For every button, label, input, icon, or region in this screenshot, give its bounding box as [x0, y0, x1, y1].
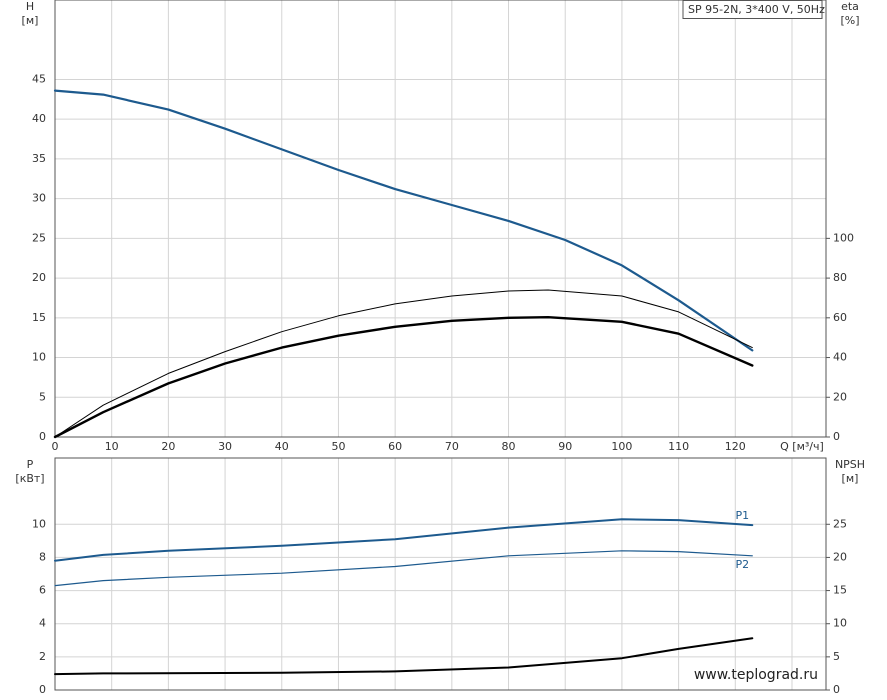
y2-tick-label: 0 [833, 430, 840, 443]
y2-tick-label: 5 [833, 650, 840, 663]
y2-tick-label: 40 [833, 351, 847, 364]
x-tick-label: Q [м³/ч] [780, 440, 824, 453]
y-tick-label: 2 [39, 650, 46, 663]
x-tick-label: 100 [611, 440, 632, 453]
y2-tick-label: 15 [833, 584, 847, 597]
series-label: P2 [735, 558, 749, 571]
x-tick-label: 80 [502, 440, 516, 453]
y2-tick-label: 80 [833, 271, 847, 284]
y-axis-label: H [26, 0, 34, 13]
curve [53, 89, 754, 352]
x-tick-label: 120 [725, 440, 746, 453]
y2-tick-label: 100 [833, 231, 854, 244]
y-tick-label: 4 [39, 617, 46, 630]
curve [54, 518, 754, 562]
x-tick-label: 20 [161, 440, 175, 453]
y-tick-label: 5 [39, 390, 46, 403]
y2-axis-unit: [%] [840, 14, 859, 27]
y-tick-label: 15 [32, 311, 46, 324]
y-tick-label: 8 [39, 550, 46, 563]
y-tick-label: 10 [32, 351, 46, 364]
x-tick-label: 40 [275, 440, 289, 453]
y2-tick-label: 25 [833, 517, 847, 530]
y2-axis-label: eta [841, 0, 859, 13]
y-tick-label: 45 [32, 72, 46, 85]
y-tick-label: 10 [32, 517, 46, 530]
chart-title: SP 95-2N, 3*400 V, 50Hz [688, 3, 825, 16]
y2-tick-label: 10 [833, 617, 847, 630]
y-axis-unit: [м] [22, 14, 39, 27]
y-tick-label: 20 [32, 271, 46, 284]
curve [54, 637, 754, 676]
title-box [682, 0, 823, 19]
y-tick-label: 25 [32, 231, 46, 244]
y2-tick-label: 60 [833, 311, 847, 324]
y-axis-unit: [кВт] [15, 472, 44, 485]
plot-frame [54, 457, 827, 691]
y2-tick-label: 20 [833, 550, 847, 563]
y-tick-label: 0 [39, 683, 46, 696]
x-tick-label: 90 [558, 440, 572, 453]
y-tick-label: 35 [32, 152, 46, 165]
y-tick-label: 30 [32, 192, 46, 205]
x-tick-label: 30 [218, 440, 232, 453]
curve [54, 289, 753, 438]
curve [54, 550, 753, 587]
y2-axis-unit: [м] [842, 472, 859, 485]
x-tick-label: 10 [105, 440, 119, 453]
x-tick-label: 50 [331, 440, 345, 453]
x-tick-label: 70 [445, 440, 459, 453]
x-tick-label: 60 [388, 440, 402, 453]
y2-axis-label: NPSH [835, 458, 865, 471]
watermark: www.teplograd.ru [694, 667, 818, 683]
y-tick-label: 0 [39, 430, 46, 443]
series-label: P1 [735, 509, 749, 522]
y-tick-label: 40 [32, 112, 46, 125]
plot-frame [54, 0, 827, 438]
x-tick-label: 0 [52, 440, 59, 453]
x-tick-label: 110 [668, 440, 689, 453]
y-axis-label: P [27, 458, 34, 471]
curve [53, 316, 754, 439]
y-tick-label: 6 [39, 584, 46, 597]
y2-tick-label: 20 [833, 390, 847, 403]
y2-tick-label: 0 [833, 683, 840, 696]
